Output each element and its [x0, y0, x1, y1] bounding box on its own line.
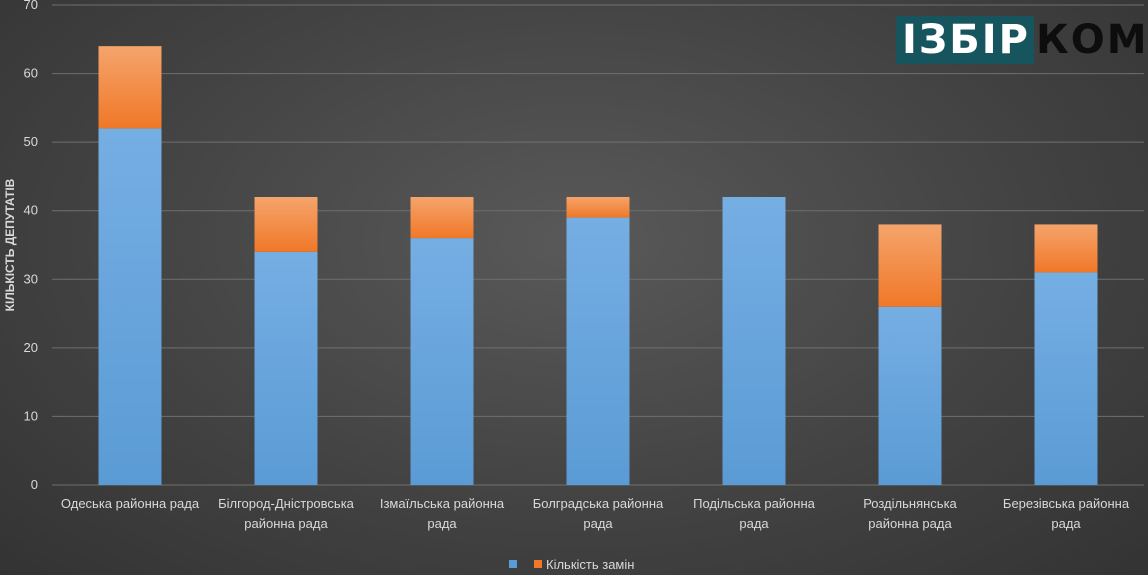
- y-axis: 0 10 20 30 40 50 60 70: [24, 0, 38, 492]
- bars: [98, 46, 1098, 486]
- x-category-label: Білгород-Дністровська: [218, 496, 355, 511]
- x-category-label: рада: [583, 516, 613, 531]
- x-category-label: Ізмаїльська районна: [380, 496, 505, 511]
- x-category-label: районна рада: [244, 516, 328, 531]
- y-tick-label: 70: [24, 0, 38, 12]
- bar-series-2: [1034, 224, 1098, 273]
- y-tick-label: 50: [24, 134, 38, 149]
- x-category-label: рада: [1051, 516, 1081, 531]
- x-category-label: рада: [739, 516, 769, 531]
- bar-series-1: [254, 251, 318, 485]
- bar-series-1: [410, 238, 474, 485]
- bar-series-2: [566, 197, 630, 218]
- bar-series-1: [878, 306, 942, 485]
- legend-swatch-series-1: [509, 560, 517, 568]
- y-tick-label: 20: [24, 340, 38, 355]
- x-axis-labels: Одеська районна рада Білгород-Дністровськ…: [61, 496, 1130, 531]
- bar-series-1: [1034, 272, 1098, 485]
- x-category-label: Болградська районна: [533, 496, 664, 511]
- legend-label-series-2: Кількість замін: [546, 557, 634, 572]
- logo-text-part1: ІЗБІР: [896, 16, 1034, 64]
- x-category-label: Подільська районна: [693, 496, 816, 511]
- bar-series-2: [410, 197, 474, 239]
- y-tick-label: 60: [24, 66, 38, 81]
- x-category-label: рада: [427, 516, 457, 531]
- bar-series-2: [98, 46, 162, 129]
- y-tick-label: 10: [24, 408, 38, 423]
- y-tick-label: 30: [24, 271, 38, 286]
- logo-text-part2: КОМ: [1036, 17, 1148, 63]
- y-tick-label: 0: [31, 477, 38, 492]
- izbirkom-logo: ІЗБІР КОМ: [896, 16, 1148, 64]
- x-category-label: районна рада: [868, 516, 952, 531]
- y-axis-title: КІЛЬКІСТЬ ДЕПУТАТІВ: [3, 178, 17, 311]
- bar-series-1: [98, 128, 162, 485]
- legend: Кількість замін: [509, 557, 634, 572]
- legend-swatch-series-2: [534, 560, 542, 568]
- bar-series-2: [878, 224, 942, 307]
- x-category-label: Роздільнянська: [863, 496, 957, 511]
- bar-series-1: [566, 217, 630, 486]
- x-category-label: Одеська районна рада: [61, 496, 200, 511]
- bar-series-2: [254, 197, 318, 252]
- x-category-label: Березівська районна: [1003, 496, 1130, 511]
- bar-series-1: [722, 197, 786, 485]
- y-tick-label: 40: [24, 203, 38, 218]
